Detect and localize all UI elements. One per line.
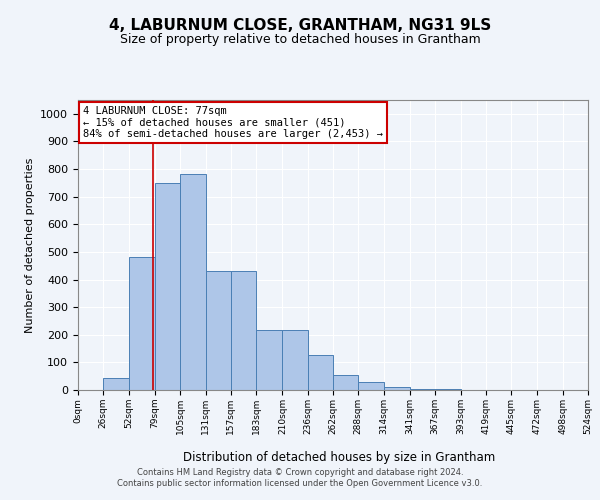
Bar	[155, 183, 180, 390]
Text: Size of property relative to detached houses in Grantham: Size of property relative to detached ho…	[119, 32, 481, 46]
Bar	[205, 271, 231, 390]
Bar	[256, 330, 283, 390]
Bar	[103, 378, 128, 390]
Bar	[410, 388, 435, 390]
Text: Contains HM Land Registry data © Crown copyright and database right 2024.
Contai: Contains HM Land Registry data © Crown c…	[118, 468, 482, 487]
Text: 4, LABURNUM CLOSE, GRANTHAM, NG31 9LS: 4, LABURNUM CLOSE, GRANTHAM, NG31 9LS	[109, 18, 491, 32]
Bar	[308, 355, 333, 390]
Bar	[283, 330, 308, 390]
Y-axis label: Number of detached properties: Number of detached properties	[25, 158, 35, 332]
Text: 4 LABURNUM CLOSE: 77sqm
← 15% of detached houses are smaller (451)
84% of semi-d: 4 LABURNUM CLOSE: 77sqm ← 15% of detache…	[83, 106, 383, 139]
Bar	[333, 375, 358, 390]
Bar	[383, 387, 410, 390]
Bar	[231, 271, 256, 390]
Bar	[180, 174, 206, 390]
Bar	[128, 256, 155, 390]
Text: Distribution of detached houses by size in Grantham: Distribution of detached houses by size …	[183, 451, 495, 464]
Bar	[358, 382, 383, 390]
